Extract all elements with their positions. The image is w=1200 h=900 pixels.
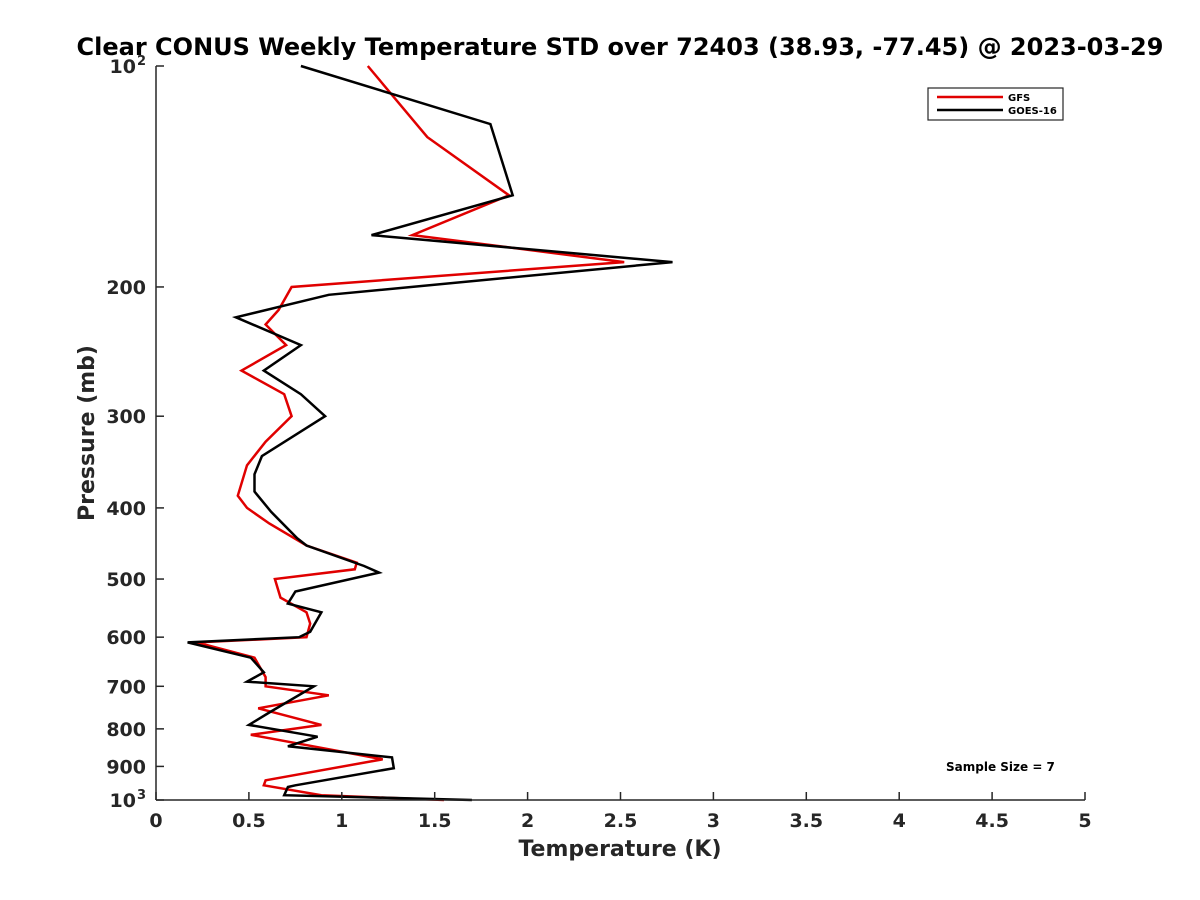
y-tick-label: 500 (106, 569, 146, 591)
legend-label-gfs: GFS (1008, 93, 1030, 104)
x-tick-label: 2 (521, 810, 534, 832)
y-tick-label: 10 (110, 56, 136, 78)
y-tick-label: 900 (106, 756, 146, 778)
y-tick-label: 400 (106, 498, 146, 520)
y-tick-label: 800 (106, 719, 146, 741)
x-ticks: 0 0.5 1 1.5 2 2.5 3 3.5 4 4.5 5 (149, 792, 1092, 832)
x-tick-label: 4 (893, 810, 906, 832)
x-tick-label: 2.5 (604, 810, 638, 832)
y-tick-label: 10 (110, 790, 136, 812)
x-tick-label: 1 (335, 810, 348, 832)
plot-lines (187, 64, 673, 802)
y-axis-label: Pressure (mb) (75, 345, 100, 521)
x-tick-label: 5 (1078, 810, 1091, 832)
y-tick-label: 300 (106, 406, 146, 428)
sample-size-annotation: Sample Size = 7 (946, 760, 1055, 774)
x-tick-label: 3.5 (789, 810, 823, 832)
x-tick-label: 1.5 (418, 810, 452, 832)
x-tick-label: 4.5 (975, 810, 1009, 832)
y-tick-label: 200 (106, 277, 146, 299)
y-tick-exponent: 3 (137, 788, 146, 803)
y-tick-label: 700 (106, 676, 146, 698)
series-line-goes16 (187, 64, 673, 802)
legend-label-goes16: GOES-16 (1008, 106, 1057, 117)
x-tick-label: 0.5 (232, 810, 266, 832)
y-tick-label: 600 (106, 627, 146, 649)
y-tick-exponent: 2 (137, 54, 146, 69)
x-tick-label: 3 (707, 810, 720, 832)
x-axis-label: Temperature (K) (518, 837, 721, 862)
legend-box (927, 87, 1064, 121)
chart-title: Clear CONUS Weekly Temperature STD over … (77, 33, 1164, 61)
x-tick-label: 0 (149, 810, 162, 832)
series-line-gfs (196, 65, 625, 802)
legend: GFS GOES-16 (927, 87, 1064, 121)
